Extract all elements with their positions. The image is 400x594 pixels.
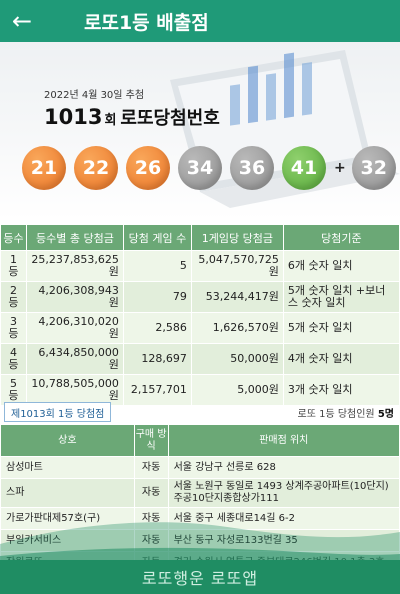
page-title: 로또1등 배출점 <box>84 11 209 34</box>
column-header: 등수별 총 당첨금 <box>25 224 124 251</box>
table-row: 3등 4,206,310,020원 2,586 1,626,570원 5개 숫자… <box>0 312 400 344</box>
winning-games-cell: 2,157,701 <box>122 374 192 406</box>
plus-sign: + <box>334 160 346 176</box>
total-prize-cell: 10,788,505,000원 <box>25 374 124 406</box>
column-header: 판매점 위치 <box>167 424 400 457</box>
table-row: 4등 6,434,850,000원 128,697 50,000원 4개 숫자 … <box>0 343 400 375</box>
shop-table-header: 상호 구매 방식 판매점 위치 <box>0 424 400 457</box>
total-prize-cell: 4,206,308,943원 <box>25 281 124 313</box>
winning-games-cell: 5 <box>122 250 192 282</box>
shop-name-cell: 스파 <box>0 478 135 508</box>
criteria-cell: 5개 숫자 일치 <box>282 312 400 344</box>
per-game-prize-cell: 50,000원 <box>190 343 284 375</box>
lotto-ball: 26 <box>126 146 170 190</box>
rank-cell: 2등 <box>0 281 27 313</box>
column-header: 등수 <box>0 224 27 251</box>
table-row: 1등 25,237,853,625원 5 5,047,570,725원 6개 숫… <box>0 250 400 282</box>
purchase-method-cell: 자동 <box>133 478 169 508</box>
purchase-method-cell: 자동 <box>133 456 169 479</box>
per-game-prize-cell: 53,244,417원 <box>190 281 284 313</box>
total-prize-cell: 25,237,853,625원 <box>25 250 124 282</box>
bonus-ball: 32 <box>351 146 396 190</box>
column-header: 당첨기준 <box>282 224 400 251</box>
winning-shops-table: 상호 구매 방식 판매점 위치 삼성마트 자동 서울 강남구 선릉로 628 스… <box>0 424 400 574</box>
per-game-prize-cell: 5,000원 <box>190 374 284 406</box>
lotto-ball: 41 <box>282 146 326 190</box>
column-header: 1게임당 당첨금 <box>190 224 284 251</box>
criteria-cell: 6개 숫자 일치 <box>282 250 400 282</box>
column-header: 상호 <box>0 424 135 457</box>
winners-count-value: 5명 <box>377 409 394 420</box>
per-game-prize-cell: 5,047,570,725원 <box>190 250 284 282</box>
lotto-ball: 22 <box>74 146 118 190</box>
prize-table: 등수 등수별 총 당첨금 당첨 게임 수 1게임당 당첨금 당첨기준 1등 25… <box>0 224 400 406</box>
winners-count: 로또 1등 당첨인원 5명 <box>298 405 394 420</box>
winners-count-label: 로또 1등 당첨인원 <box>297 409 375 420</box>
per-game-prize-cell: 1,626,570원 <box>190 312 284 344</box>
winning-games-cell: 128,697 <box>122 343 192 375</box>
column-header: 당첨 게임 수 <box>122 224 192 251</box>
back-arrow-icon[interactable]: ← <box>11 7 33 35</box>
winners-header: 제1013회 1등 당첨점 로또 1등 당첨인원 5명 <box>0 402 400 422</box>
table-row[interactable]: 삼성마트 자동 서울 강남구 선릉로 628 <box>0 456 400 479</box>
app-bar: ← 로또1등 배출점 <box>0 0 400 42</box>
total-prize-cell: 6,434,850,000원 <box>25 343 124 375</box>
winning-balls: 21 22 26 34 36 41 + 32 <box>22 146 400 190</box>
shop-name-cell: 삼성마트 <box>0 456 135 479</box>
table-row: 5등 10,788,505,000원 2,157,701 5,000원 3개 숫… <box>0 374 400 406</box>
column-header: 구매 방식 <box>133 424 169 457</box>
prize-table-header: 등수 등수별 총 당첨금 당첨 게임 수 1게임당 당첨금 당첨기준 <box>0 224 400 251</box>
rank-cell: 1등 <box>0 250 27 282</box>
draw-date: 2022년 4월 30일 추첨 <box>44 90 145 101</box>
rank-cell: 5등 <box>0 374 27 406</box>
shop-address-cell: 부산 동구 자성로133번길 35 <box>167 529 400 552</box>
shop-name-cell: 가로가판대제57호(구) <box>0 507 135 530</box>
laptop-chart-illustration <box>170 50 400 208</box>
winners-label: 제1013회 1등 당첨점 <box>4 402 112 422</box>
winning-games-cell: 2,586 <box>122 312 192 344</box>
shop-name-cell: 부일카서비스 <box>0 529 135 552</box>
lotto-ball: 34 <box>178 146 222 190</box>
winning-numbers-banner: 2022년 4월 30일 추첨 1013 회 로또당첨번호 <box>0 42 400 220</box>
total-prize-cell: 4,206,310,020원 <box>25 312 124 344</box>
table-row[interactable]: 가로가판대제57호(구) 자동 서울 중구 세종대로14길 6-2 <box>0 507 400 530</box>
criteria-cell: 4개 숫자 일치 <box>282 343 400 375</box>
lotto-ball: 21 <box>22 146 66 190</box>
draw-number: 1013 <box>44 105 103 129</box>
criteria-cell: 5개 숫자 일치 +보너스 숫자 일치 <box>282 281 400 313</box>
table-row: 2등 4,206,308,943원 79 53,244,417원 5개 숫자 일… <box>0 281 400 313</box>
draw-number-suffix: 회 <box>104 113 117 128</box>
bottom-app-banner[interactable]: 로또행운 로또앱 <box>0 560 400 594</box>
shop-address-cell: 서울 강남구 선릉로 628 <box>167 456 400 479</box>
table-row[interactable]: 부일카서비스 자동 부산 동구 자성로133번길 35 <box>0 529 400 552</box>
rank-cell: 4등 <box>0 343 27 375</box>
draw-title-text: 로또당첨번호 <box>120 108 220 129</box>
rank-cell: 3등 <box>0 312 27 344</box>
winning-games-cell: 79 <box>122 281 192 313</box>
purchase-method-cell: 자동 <box>133 529 169 552</box>
shop-address-cell: 서울 노원구 동일로 1493 상계주공아파트(10단지) 주공10단지종합상가… <box>167 478 400 508</box>
purchase-method-cell: 자동 <box>133 507 169 530</box>
draw-title: 1013 회 로또당첨번호 <box>44 104 220 130</box>
bottom-app-banner-label: 로또행운 로또앱 <box>141 569 259 588</box>
lotto-ball: 36 <box>230 146 274 190</box>
shop-address-cell: 서울 중구 세종대로14길 6-2 <box>167 507 400 530</box>
criteria-cell: 3개 숫자 일치 <box>282 374 400 406</box>
table-row[interactable]: 스파 자동 서울 노원구 동일로 1493 상계주공아파트(10단지) 주공10… <box>0 478 400 508</box>
